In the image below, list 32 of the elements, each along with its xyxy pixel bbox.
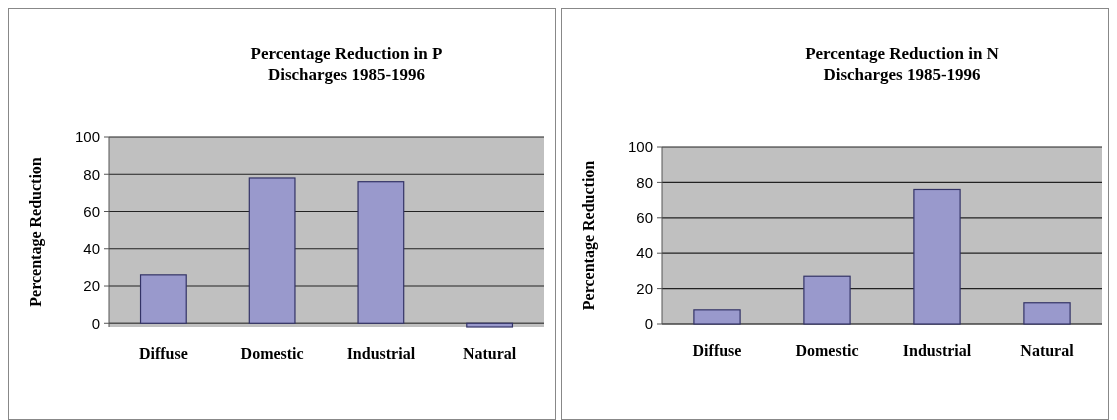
- bar: [466, 322, 514, 328]
- y-axis-title: Percentage Reduction: [580, 160, 598, 311]
- x-tick-label: Natural: [462, 345, 517, 362]
- y-tick-label: 60: [636, 209, 653, 227]
- y-tick-label: 40: [83, 240, 100, 258]
- chart-title: Percentage Reduction in P Discharges 1985-1996: [250, 44, 443, 84]
- bar: [913, 188, 961, 325]
- y-tick-label: 20: [636, 279, 653, 297]
- x-tick-label: Industrial: [902, 342, 972, 359]
- x-tick-label: Domestic: [795, 342, 859, 359]
- y-tick-label: 0: [91, 314, 100, 332]
- y-tick-label: 60: [83, 202, 100, 220]
- x-tick-label: Domestic: [240, 345, 304, 362]
- y-tick-label: 100: [74, 128, 100, 146]
- y-tick-label: 80: [636, 173, 653, 191]
- x-tick-label: Diffuse: [692, 342, 742, 359]
- bar: [693, 309, 741, 325]
- y-tick-label: 20: [83, 277, 100, 295]
- y-tick-label: 100: [627, 138, 653, 156]
- y-tick-label: 80: [83, 165, 100, 183]
- x-tick-label: Diffuse: [138, 345, 188, 362]
- y-tick-label: 40: [636, 244, 653, 262]
- bar: [139, 274, 187, 324]
- bar: [248, 177, 296, 324]
- x-tick-label: Industrial: [346, 345, 416, 362]
- chart-title: Percentage Reduction in N Discharges 1985-1996: [805, 44, 1000, 84]
- bar: [803, 275, 851, 325]
- y-axis-title: Percentage Reduction: [27, 157, 45, 307]
- x-tick-label: Natural: [1020, 342, 1075, 359]
- bar: [1023, 302, 1071, 325]
- y-tick-label: 0: [644, 315, 653, 333]
- bar: [357, 181, 405, 324]
